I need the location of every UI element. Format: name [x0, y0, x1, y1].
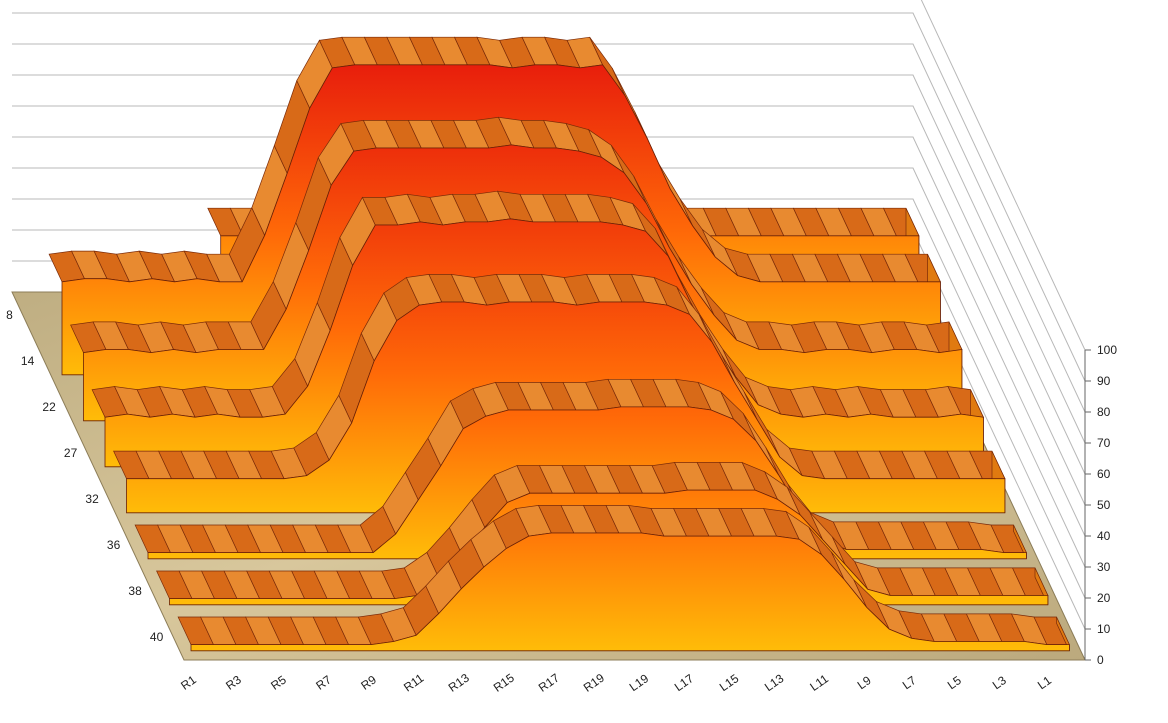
category-tick-label: R7 — [313, 672, 334, 692]
category-tick-label: R19 — [581, 670, 607, 694]
series-tick-label: 8 — [6, 308, 13, 322]
category-tick-label: R13 — [446, 670, 472, 694]
gridline — [12, 43, 1086, 413]
series-tick-label: 36 — [107, 538, 121, 552]
category-tick-label: R9 — [358, 672, 379, 692]
value-axis: 0 10 20 30 40 50 60 70 80 90 100 — [1084, 343, 1117, 667]
series-ribbon-40 — [177, 504, 1070, 652]
value-tick-label: 40 — [1097, 529, 1111, 543]
ribbon-front-face — [190, 532, 1070, 652]
value-tick-label: 50 — [1097, 498, 1111, 512]
value-tick-label: 10 — [1097, 622, 1111, 636]
category-tick-label: L13 — [762, 671, 787, 694]
category-tick-label: R3 — [223, 672, 244, 692]
category-tick-label: L11 — [807, 671, 831, 694]
category-tick-label: L5 — [945, 673, 964, 692]
chart-series-ribbons — [48, 36, 1070, 652]
category-tick-label: L1 — [1035, 673, 1054, 692]
category-tick-label: L3 — [990, 673, 1009, 692]
series-tick-label: 38 — [128, 584, 142, 598]
series-tick-label: 27 — [64, 446, 78, 460]
category-tick-label: L15 — [717, 671, 742, 694]
category-tick-label: L9 — [855, 673, 874, 692]
series-tick-label: 22 — [42, 400, 56, 414]
category-tick-label: R1 — [178, 672, 199, 692]
value-tick-label: 30 — [1097, 560, 1111, 574]
category-axis: R1 R3 R5 R7 R9 R11 R13 R15 R17 R19 L19 L17 L15 L13 L11… — [178, 670, 1054, 694]
series-axis: 8 14 22 27 32 36 38 40 — [6, 308, 164, 644]
category-tick-label: R11 — [401, 671, 427, 695]
gridline — [12, 12, 1086, 382]
value-tick-label: 100 — [1097, 343, 1117, 357]
series-tick-label: 32 — [85, 492, 99, 506]
value-tick-label: 70 — [1097, 436, 1111, 450]
series-tick-label: 14 — [21, 354, 35, 368]
value-tick-label: 60 — [1097, 467, 1111, 481]
series-tick-label: 40 — [150, 630, 164, 644]
category-tick-label: L7 — [900, 673, 919, 692]
value-tick-label: 80 — [1097, 405, 1111, 419]
category-tick-label: L19 — [627, 671, 652, 694]
gridline — [920, 0, 1086, 351]
category-tick-label: R5 — [268, 672, 289, 692]
value-tick-label: 0 — [1097, 653, 1104, 667]
category-tick-label: L17 — [672, 671, 697, 694]
category-tick-label: R17 — [536, 670, 562, 694]
category-tick-label: R15 — [491, 670, 517, 694]
value-tick-label: 90 — [1097, 374, 1111, 388]
value-tick-label: 20 — [1097, 591, 1111, 605]
